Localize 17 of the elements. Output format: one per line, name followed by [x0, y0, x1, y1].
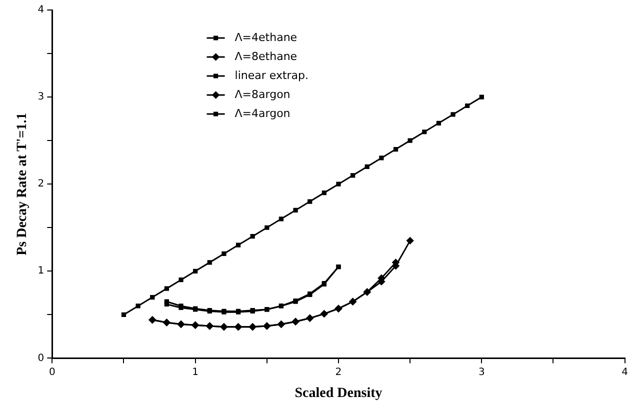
legend-label: Λ=4ethane [234, 30, 298, 44]
legend-label: Λ=8ethane [234, 50, 298, 63]
x-tick-label: 3 [478, 366, 485, 378]
y-tick-label: 1 [38, 266, 44, 277]
y-tick-label: 2 [38, 178, 44, 190]
legend-label: Λ=4argon [234, 106, 290, 120]
x-tick-label: 1 [192, 366, 199, 378]
y-tick-label: 0 [38, 352, 44, 364]
x-tick-label: 2 [335, 366, 342, 378]
y-tick-label: 4 [38, 4, 44, 16]
x-axis-title: Scaled Density [294, 386, 382, 402]
y-axis-title: Ps Decay Rate at T'=1.1 [15, 112, 30, 256]
legend-label: Λ=8argon [234, 88, 290, 101]
x-tick-label: 0 [48, 366, 56, 378]
legend-label: linear extrap. [234, 68, 309, 82]
y-tick-label: 3 [38, 92, 44, 103]
x-tick-label: 4 [622, 366, 628, 378]
